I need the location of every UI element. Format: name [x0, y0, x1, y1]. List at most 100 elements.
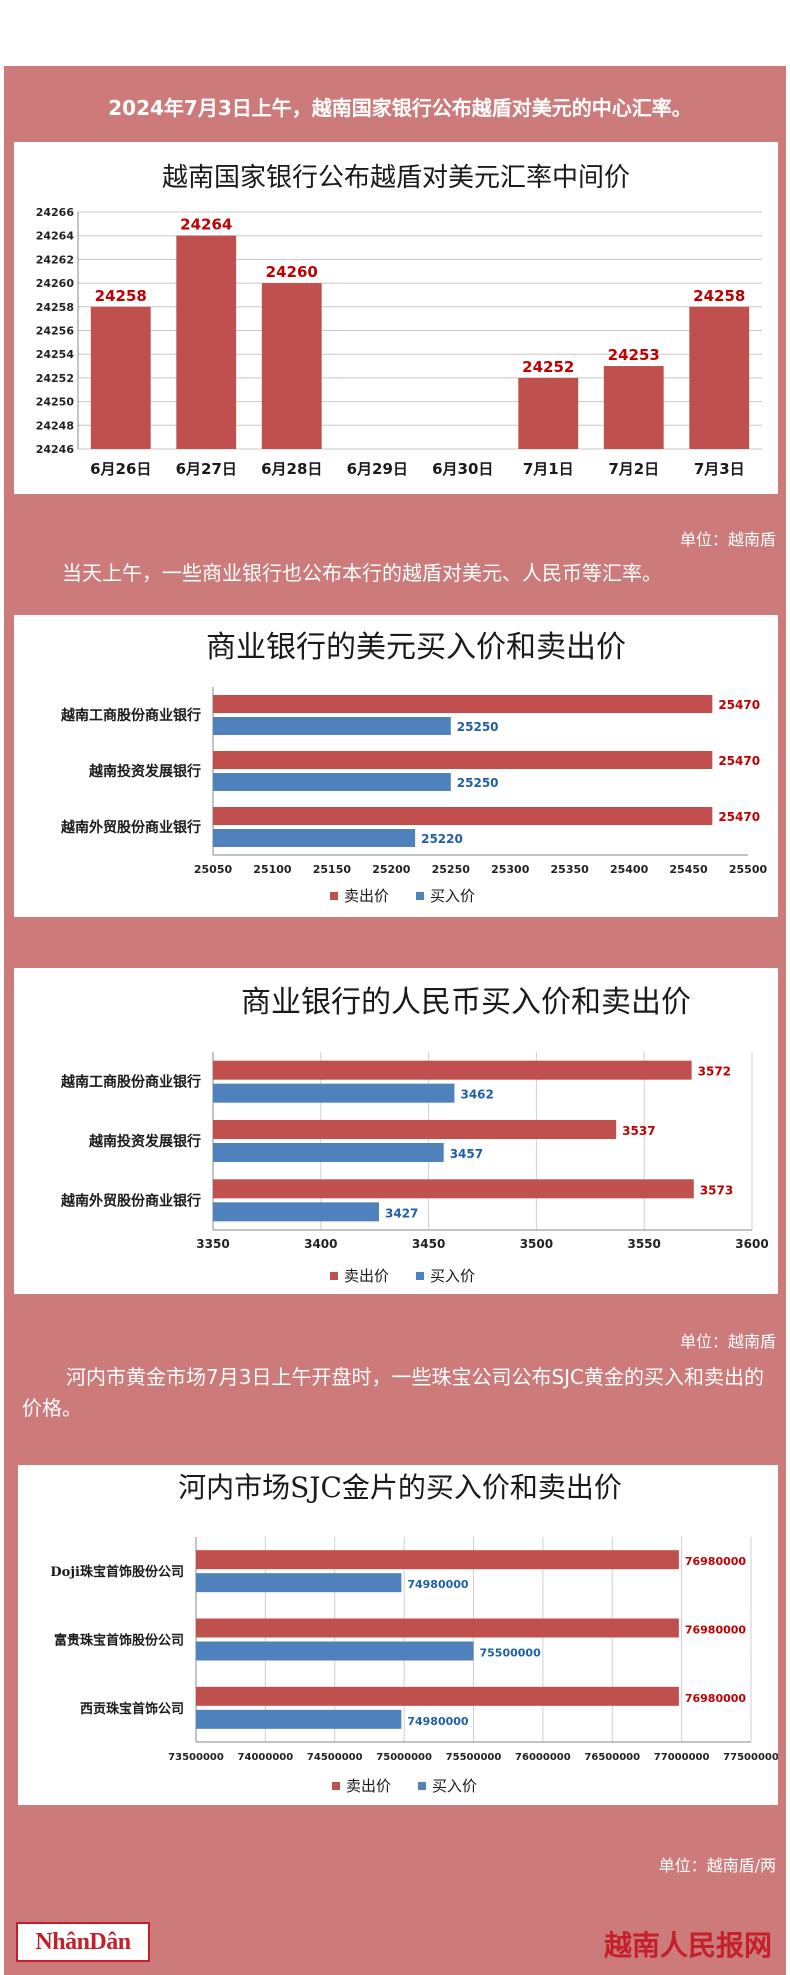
- bar-buy: [196, 1573, 402, 1593]
- chart-panel-4: 河内市场SJC金片的买入价和卖出价 73500000 74000000 7450000…: [18, 1465, 778, 1805]
- x-tick-label: 25050: [194, 863, 233, 876]
- bar-sell: [213, 695, 713, 713]
- bar-sell: [196, 1550, 679, 1570]
- x-tick-label: 3450: [412, 1237, 445, 1251]
- bar-sell: [213, 807, 713, 825]
- intro-gold: 河内市黄金市场7月3日上午开盘时，一些珠宝公司公布SJC黄金的买入和卖出的价格。: [22, 1365, 765, 1420]
- data-label: 74980000: [407, 1715, 469, 1728]
- bar-sell: [213, 751, 713, 769]
- x-tick-label: 6月27日: [176, 460, 237, 478]
- bar-buy: [213, 773, 451, 791]
- category-label: Doji珠宝首饰股份公司: [50, 1564, 184, 1580]
- category-label: 西贡珠宝首饰公司: [80, 1701, 184, 1717]
- x-tick-label: 25100: [253, 863, 292, 876]
- legend-swatch: [330, 892, 338, 900]
- category-label: 越南投资发展银行: [88, 763, 201, 780]
- y-tick-label: 24254: [36, 348, 75, 361]
- data-label: 25250: [457, 720, 499, 734]
- chart-title: 商业银行的美元买入价和卖出价: [206, 630, 626, 665]
- bar-buy: [213, 1202, 380, 1222]
- category-label: 越南工商股份商业银行: [60, 707, 201, 724]
- data-label: 25250: [457, 776, 499, 790]
- bar-buy: [213, 717, 451, 735]
- x-tick-label: 7月2日: [608, 460, 659, 478]
- legend-label: 买入价: [430, 1267, 475, 1285]
- intro-banks: 当天上午，一些商业银行也公布本行的越盾对美元、人民币等汇率。: [62, 561, 662, 585]
- x-tick-label: 25500: [729, 863, 768, 876]
- x-tick-label: 3350: [196, 1237, 229, 1251]
- bar: [518, 377, 579, 449]
- legend-label: 卖出价: [344, 1267, 389, 1285]
- legend-label: 买入价: [430, 887, 475, 905]
- nhandan-logo: NhânDân: [16, 1922, 150, 1962]
- bar-sell: [196, 1686, 679, 1706]
- data-label: 24258: [693, 287, 745, 305]
- category-label: 富贵珠宝首饰股份公司: [54, 1633, 184, 1649]
- data-label: 24258: [95, 287, 147, 305]
- data-label: 24260: [266, 263, 318, 281]
- x-tick-label: 3600: [735, 1237, 768, 1251]
- bar-sell: [196, 1618, 679, 1638]
- x-tick-label: 25200: [372, 863, 411, 876]
- legend-swatch: [332, 1782, 340, 1790]
- x-tick-label: 6月29日: [347, 460, 408, 478]
- unit-label-2: 单位：越南盾: [679, 1332, 776, 1351]
- site-logo-text: 越南人民报网: [603, 1929, 772, 1962]
- bar-buy: [196, 1709, 402, 1729]
- data-label: 25220: [421, 832, 463, 846]
- y-tick-label: 24246: [36, 443, 75, 456]
- bar-buy: [196, 1641, 474, 1661]
- x-tick-label: 25450: [669, 863, 708, 876]
- bar: [689, 306, 750, 449]
- category-label: 越南工商股份商业银行: [60, 1074, 201, 1091]
- bar-buy: [213, 1143, 444, 1162]
- x-tick-label: 77500000: [723, 1752, 778, 1763]
- x-tick-label: 75500000: [446, 1752, 502, 1763]
- chart-sjc-gold: 河内市场SJC金片的买入价和卖出价 73500000 74000000 7450000…: [50, 1471, 778, 1795]
- data-label: 3457: [450, 1147, 483, 1161]
- chart-title: 河内市场SJC金片的买入价和卖出价: [178, 1471, 622, 1504]
- legend-swatch: [330, 1272, 338, 1280]
- unit-label-3: 单位：越南盾/两: [658, 1856, 776, 1875]
- x-tick-label: 74500000: [307, 1752, 363, 1763]
- legend-swatch: [418, 1782, 426, 1790]
- legend-label: 卖出价: [344, 887, 389, 905]
- bar-buy: [213, 1083, 455, 1103]
- x-tick-label: 25150: [313, 863, 352, 876]
- x-tick-label: 7月3日: [694, 460, 745, 478]
- bar: [176, 235, 237, 449]
- bar-sell: [213, 1120, 617, 1139]
- legend-swatch: [416, 892, 424, 900]
- category-label: 越南外贸股份商业银行: [60, 819, 201, 836]
- data-label: 24252: [522, 358, 574, 376]
- y-tick-label: 24262: [36, 253, 74, 266]
- data-label: 75500000: [480, 1647, 542, 1660]
- data-label: 76980000: [685, 1624, 747, 1637]
- chart-panel-3: 商业银行的人民币买入价和卖出价 3350 3400 3450 3500 3550 3600 越…: [14, 968, 778, 1294]
- data-label: 25470: [718, 698, 760, 712]
- y-tick-label: 24260: [36, 277, 75, 290]
- x-tick-label: 25250: [432, 863, 471, 876]
- data-label: 76980000: [685, 1555, 747, 1568]
- x-tick-label: 77000000: [654, 1752, 710, 1763]
- legend-swatch: [416, 1272, 424, 1280]
- data-label: 25470: [718, 810, 760, 824]
- data-label: 25470: [718, 754, 760, 768]
- bar-buy: [213, 829, 416, 847]
- x-tick-label: 25400: [610, 863, 649, 876]
- data-label: 3427: [385, 1206, 418, 1220]
- x-tick-label: 3400: [304, 1237, 337, 1251]
- chart-panel-2: 商业银行的美元买入价和卖出价 25050 25100 25150 25200 25250 2…: [14, 615, 778, 917]
- x-tick-label: 3550: [627, 1237, 660, 1251]
- x-tick-label: 3500: [520, 1237, 553, 1251]
- chart-title: 商业银行的人民币买入价和卖出价: [241, 985, 691, 1020]
- data-label: 3537: [622, 1124, 655, 1138]
- x-tick-label: 73500000: [168, 1752, 224, 1763]
- bar: [90, 306, 151, 449]
- chart-title: 越南国家银行公布越盾对美元汇率中间价: [162, 163, 630, 193]
- x-tick-label: 76500000: [584, 1752, 640, 1763]
- x-tick-label: 76000000: [515, 1752, 571, 1763]
- data-label: 76980000: [685, 1692, 747, 1705]
- category-label: 越南外贸股份商业银行: [60, 1192, 201, 1209]
- data-label: 3573: [700, 1183, 733, 1197]
